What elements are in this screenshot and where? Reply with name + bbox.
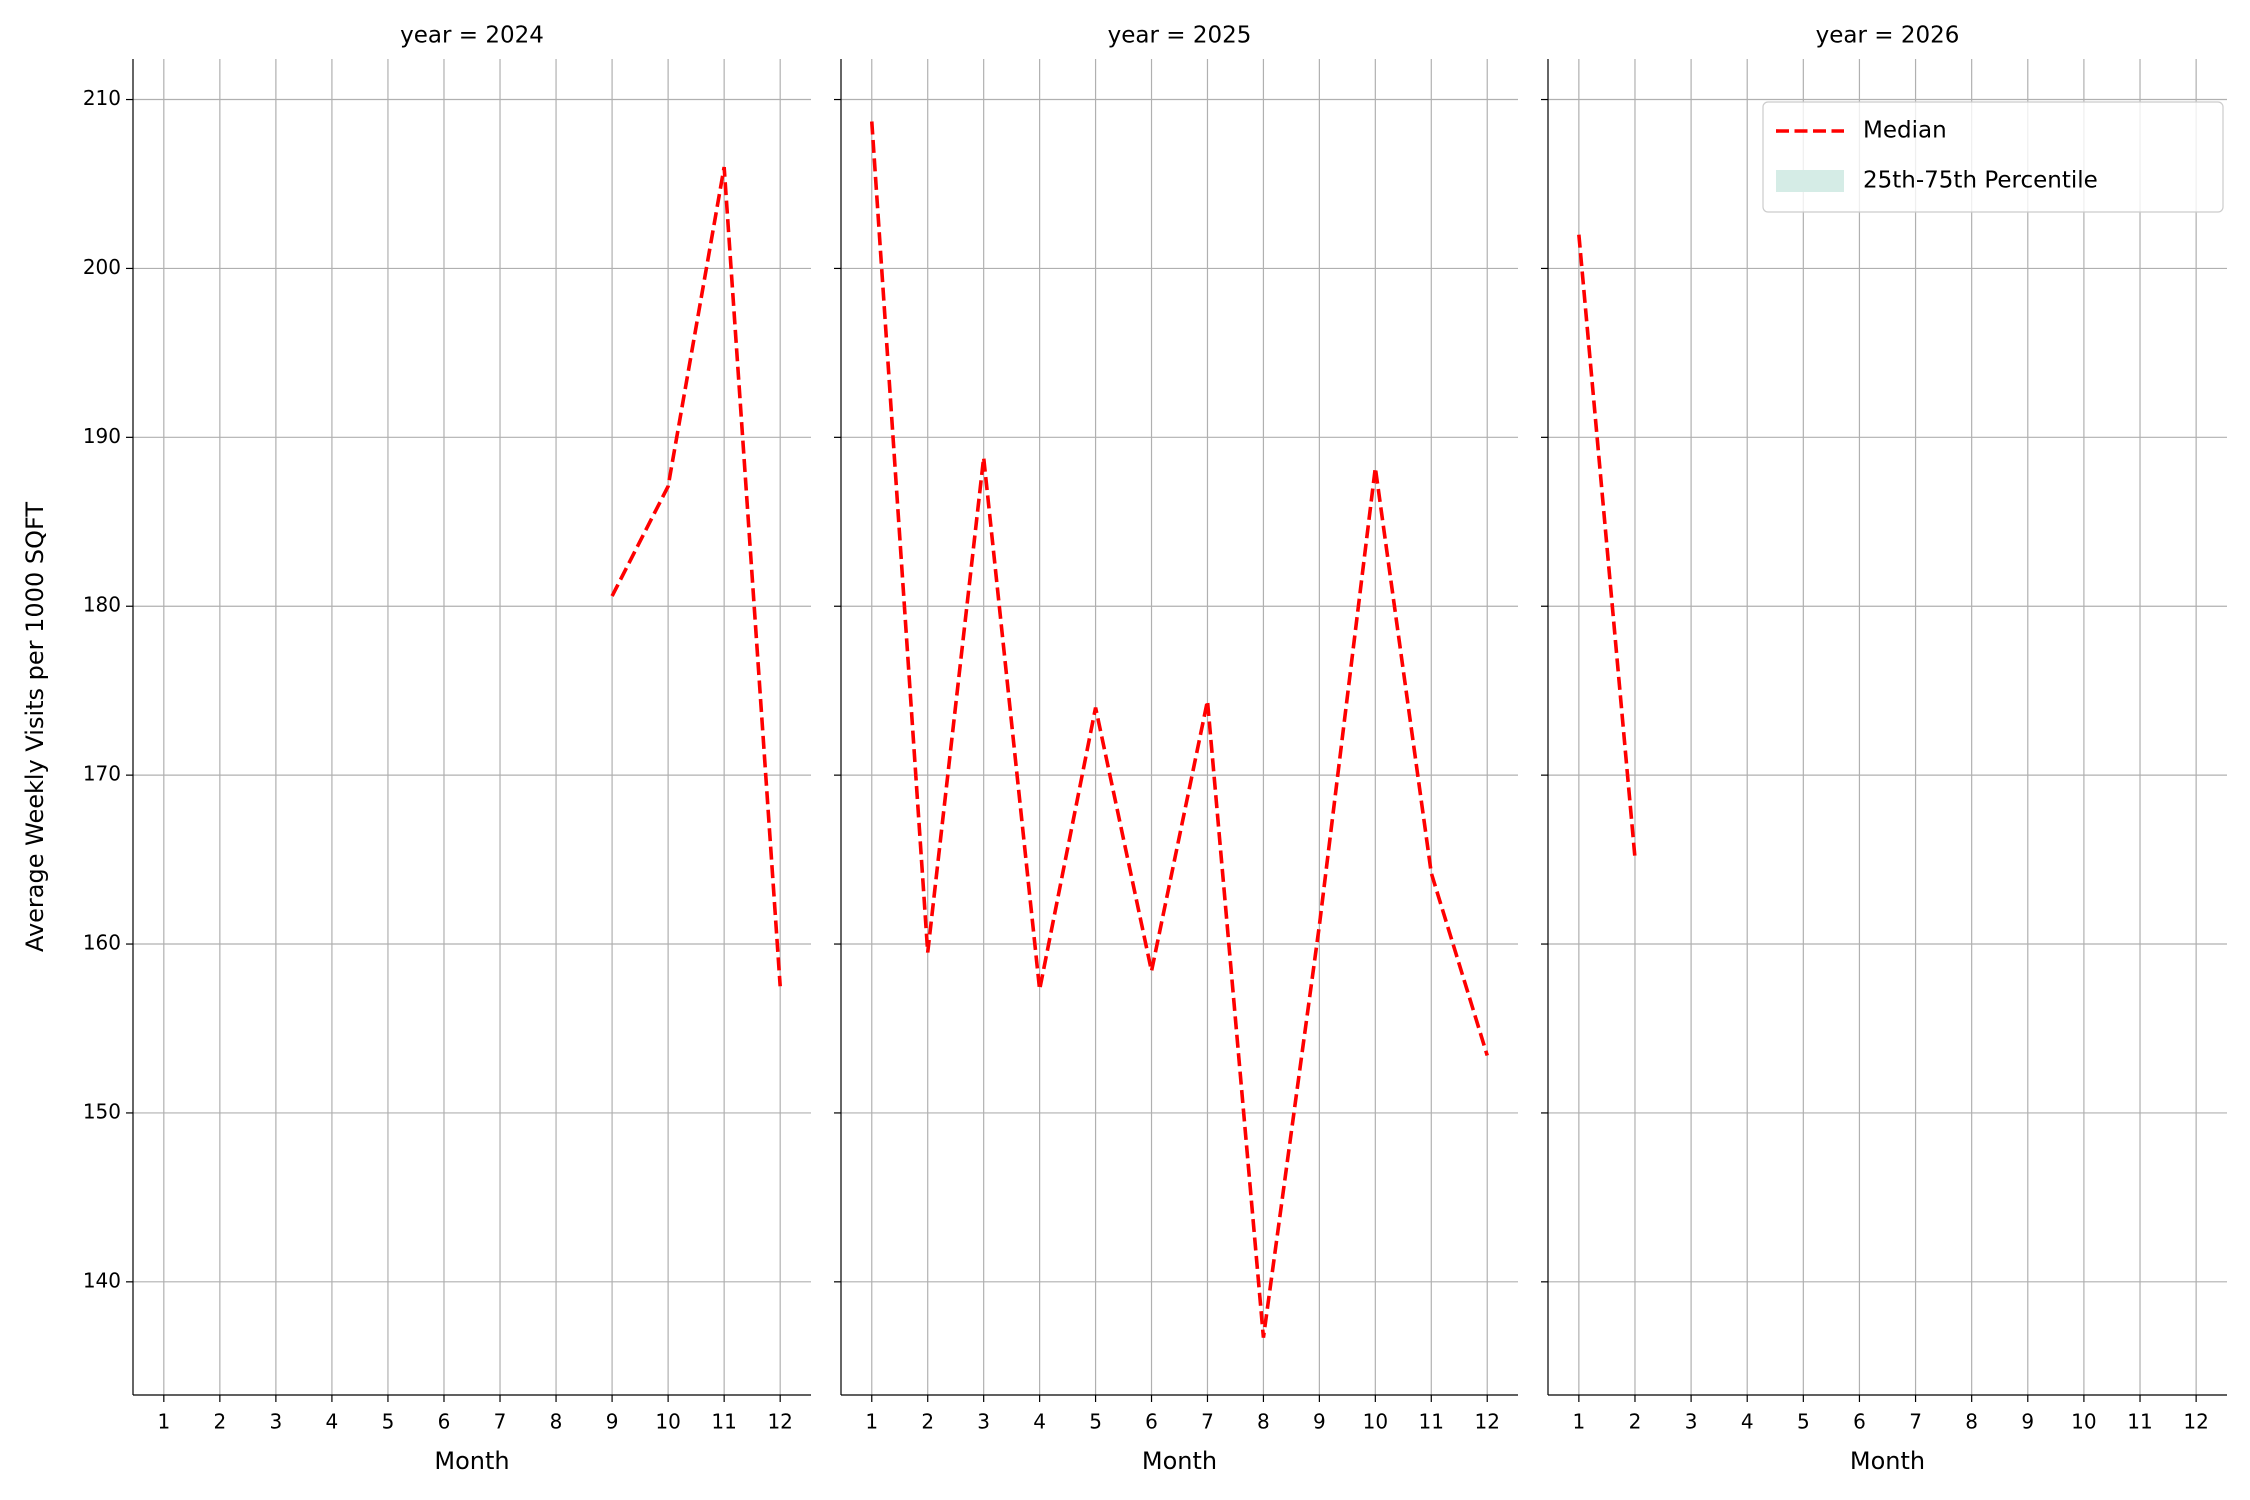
x-tick-label: 11	[2127, 1410, 2152, 1434]
y-tick-label: 190	[83, 424, 121, 448]
x-tick-label: 11	[711, 1410, 736, 1434]
x-tick-label: 4	[326, 1410, 339, 1434]
legend-label: 25th-75th Percentile	[1863, 168, 2098, 194]
x-tick-label: 3	[1685, 1410, 1698, 1434]
y-tick-label: 200	[83, 255, 121, 279]
x-tick-label: 1	[1572, 1410, 1585, 1434]
x-axis-label: Month	[1850, 1447, 1925, 1475]
x-axis-label: Month	[434, 1447, 509, 1475]
y-tick-label: 140	[83, 1268, 121, 1292]
legend-swatch	[1776, 170, 1844, 192]
x-tick-label: 11	[1419, 1410, 1444, 1434]
x-tick-label: 2	[921, 1410, 934, 1434]
legend-box	[1762, 101, 2224, 213]
median-line	[869, 121, 1489, 1338]
x-tick-label: 3	[977, 1410, 990, 1434]
x-tick-label: 6	[1853, 1410, 1866, 1434]
x-tick-label: 7	[1201, 1410, 1214, 1434]
x-tick-label: 10	[2071, 1410, 2096, 1434]
x-tick-label: 4	[1741, 1410, 1754, 1434]
median-line	[1577, 234, 1637, 859]
x-tick-label: 6	[1145, 1410, 1158, 1434]
x-tick-label: 2	[213, 1410, 226, 1434]
y-axis-label: Average Weekly Visits per 1000 SQFT	[21, 502, 49, 952]
x-tick-label: 9	[2021, 1410, 2034, 1434]
panel-title: year = 2024	[400, 23, 544, 49]
legend-label: Median	[1863, 118, 1947, 144]
x-axis-label: Month	[1142, 1447, 1217, 1475]
x-tick-label: 3	[270, 1410, 283, 1434]
x-tick-label: 1	[865, 1410, 878, 1434]
y-tick-label: 160	[83, 931, 121, 955]
x-tick-label: 6	[438, 1410, 451, 1434]
x-tick-label: 10	[1363, 1410, 1388, 1434]
y-tick-label: 180	[83, 593, 121, 617]
y-tick-label: 150	[83, 1099, 121, 1123]
y-tick-label: 210	[83, 86, 121, 110]
x-tick-label: 7	[1909, 1410, 1922, 1434]
x-tick-label: 5	[1089, 1410, 1102, 1434]
x-tick-label: 8	[1965, 1410, 1978, 1434]
x-tick-label: 9	[606, 1410, 619, 1434]
panel-title: year = 2025	[1108, 23, 1252, 49]
x-tick-label: 12	[767, 1410, 792, 1434]
median-line	[610, 166, 782, 987]
x-tick-label: 10	[655, 1410, 680, 1434]
panel-title: year = 2026	[1816, 23, 1960, 49]
x-tick-label: 9	[1313, 1410, 1326, 1434]
x-tick-label: 4	[1033, 1410, 1046, 1434]
x-tick-label: 1	[157, 1410, 170, 1434]
x-tick-label: 12	[2183, 1410, 2208, 1434]
x-tick-label: 12	[1475, 1410, 1500, 1434]
x-tick-label: 8	[550, 1410, 563, 1434]
x-tick-label: 5	[382, 1410, 395, 1434]
x-tick-label: 2	[1629, 1410, 1642, 1434]
x-tick-label: 5	[1797, 1410, 1810, 1434]
y-tick-label: 170	[83, 762, 121, 786]
x-tick-label: 8	[1257, 1410, 1270, 1434]
x-tick-label: 7	[494, 1410, 507, 1434]
